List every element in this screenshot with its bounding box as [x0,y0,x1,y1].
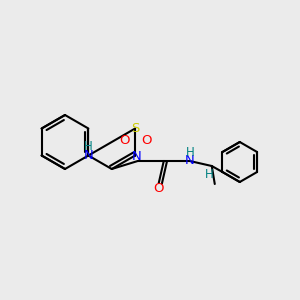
Text: H: H [204,167,213,181]
Text: N: N [83,149,93,162]
Text: N: N [131,150,141,163]
Text: H: H [84,140,93,153]
Text: O: O [119,134,129,147]
Text: N: N [185,154,195,167]
Text: H: H [185,146,194,158]
Text: S: S [131,122,139,135]
Text: O: O [141,134,152,147]
Text: O: O [154,182,164,196]
